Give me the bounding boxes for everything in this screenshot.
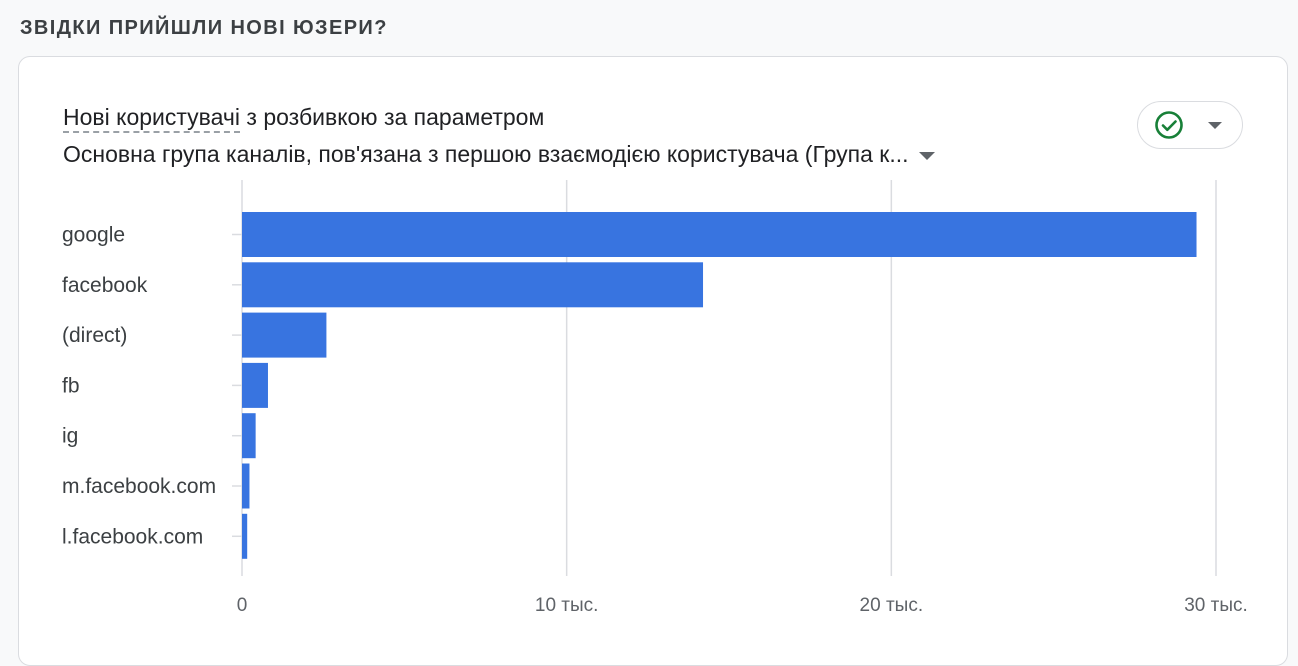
section-title: ЗВІДКИ ПРИЙШЛИ НОВІ ЮЗЕРИ? <box>20 17 388 39</box>
dimension-label: Основна група каналів, пов'язана з першо… <box>63 141 909 167</box>
dimension-selector[interactable]: Основна група каналів, пов'язана з першо… <box>63 141 935 168</box>
bar-ig <box>242 413 256 459</box>
category-label: (direct) <box>62 324 127 347</box>
x-tick-label: 20 тыс. <box>860 595 924 616</box>
metric-selector[interactable]: Нові користувачі <box>63 104 241 133</box>
metric-suffix: з розбивкою за параметром <box>240 104 545 130</box>
bar-fb <box>242 362 268 408</box>
bar-m-facebook-com <box>242 463 250 509</box>
x-tick-label: 0 <box>237 595 248 616</box>
card-header: Нові користувачі з розбивкою за параметр… <box>63 104 545 133</box>
category-label: facebook <box>62 274 148 297</box>
caret-down-icon[interactable] <box>918 152 935 160</box>
caret-down-icon <box>1208 121 1222 129</box>
x-tick-label: 30 тыс. <box>1184 595 1248 616</box>
category-label: l.facebook.com <box>62 525 203 548</box>
category-label: ig <box>62 425 78 448</box>
chart-card: Нові користувачі з розбивкою за параметр… <box>18 56 1288 666</box>
category-label: m.facebook.com <box>62 475 216 498</box>
bar-direct <box>242 312 327 358</box>
bar-chart: 0 10 тыс. 20 тыс. 30 тыс. google facebook (dir… <box>62 180 1248 616</box>
bar-l-facebook-com <box>242 513 248 559</box>
check-circle-icon <box>1155 111 1183 139</box>
bar-google <box>242 212 1197 257</box>
category-label: fb <box>62 374 80 397</box>
status-menu-button[interactable] <box>1137 101 1243 149</box>
category-label: google <box>62 224 125 247</box>
x-tick-label: 10 тыс. <box>535 595 599 616</box>
bar-facebook <box>242 262 704 308</box>
